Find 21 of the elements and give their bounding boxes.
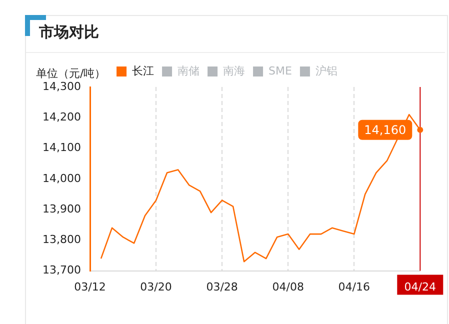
y-tick-label: 14,200 [42, 110, 81, 124]
legend-label: SME [268, 64, 292, 78]
legend-label: 长江 [132, 64, 154, 78]
x-tick-label: 04/08 [272, 280, 304, 294]
x-tick-label: 03/28 [206, 280, 238, 294]
y-tick-label: 14,100 [42, 141, 81, 154]
chart-title: 市场对比 [39, 23, 99, 42]
y-axis-title: 单位（元/吨） [36, 66, 106, 81]
legend-label: 沪铝 [315, 64, 338, 78]
y-tick-label: 13,700 [42, 264, 81, 277]
y-tick-label: 13,900 [42, 202, 81, 216]
x-tick-label: 04/16 [338, 280, 370, 294]
y-tick-label: 14,000 [42, 172, 81, 185]
legend-label: 南海 [223, 64, 246, 78]
y-tick-label: 14,300 [42, 80, 81, 93]
annotation: 14,160 [364, 123, 406, 138]
x-tick-label: 04/24 [404, 280, 436, 294]
legend-label: 南储 [178, 64, 200, 78]
y-tick-label: 13,800 [42, 233, 81, 246]
x-tick-label: 03/20 [140, 280, 172, 294]
x-tick-label: 03/12 [74, 280, 106, 294]
